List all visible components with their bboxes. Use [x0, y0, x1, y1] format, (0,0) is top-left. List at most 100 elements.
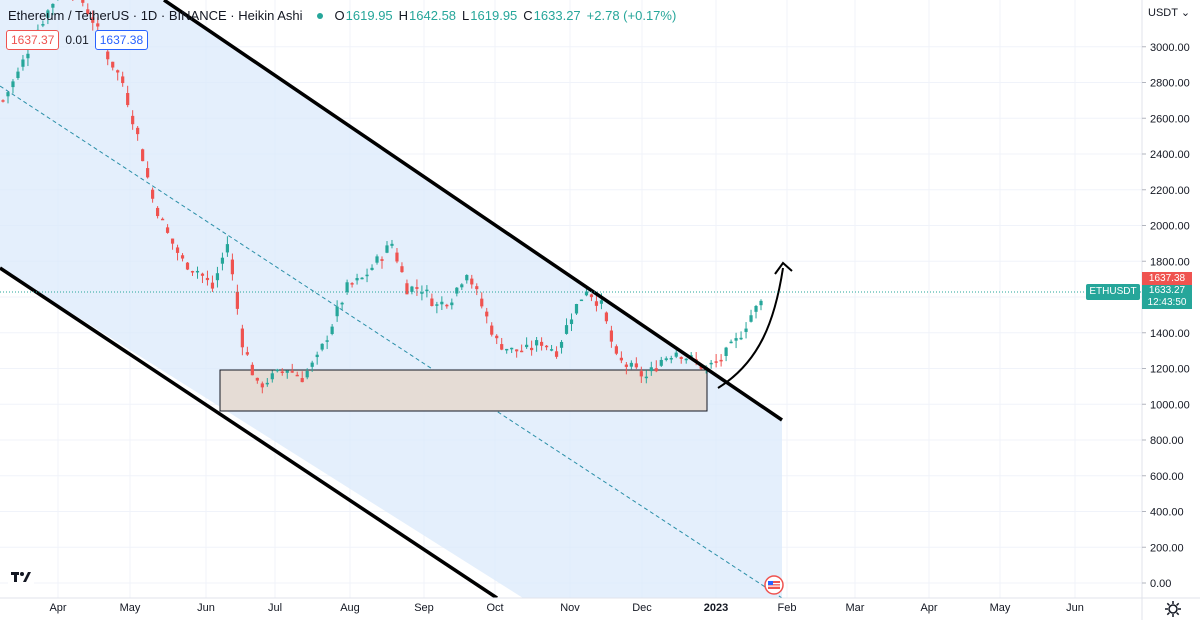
candle-body[interactable]	[96, 23, 100, 27]
candle-body[interactable]	[539, 341, 544, 346]
candle-body[interactable]	[455, 287, 459, 294]
candle-body[interactable]	[270, 373, 274, 380]
candle-body[interactable]	[260, 383, 264, 388]
candle-body[interactable]	[395, 252, 399, 262]
candle-body[interactable]	[584, 291, 589, 296]
candle-body[interactable]	[141, 149, 145, 162]
candle-body[interactable]	[111, 61, 115, 68]
candle-body[interactable]	[6, 92, 10, 97]
candle-body[interactable]	[505, 348, 509, 351]
candle-body[interactable]	[470, 278, 474, 285]
candle-body[interactable]	[475, 286, 479, 290]
candle-body[interactable]	[295, 374, 299, 377]
candle-body[interactable]	[724, 347, 728, 357]
candle-body[interactable]	[380, 259, 384, 261]
candle-body[interactable]	[450, 302, 454, 306]
channel-upper-line[interactable]	[163, 0, 783, 422]
candle-body[interactable]	[250, 364, 254, 376]
candle-body[interactable]	[634, 363, 638, 368]
candle-body[interactable]	[116, 70, 120, 73]
candle-body[interactable]	[26, 53, 30, 59]
candle-body[interactable]	[669, 358, 673, 360]
candle-body[interactable]	[126, 93, 130, 106]
candle-body[interactable]	[360, 277, 364, 280]
candle-body[interactable]	[440, 301, 444, 305]
candle-body[interactable]	[759, 300, 763, 306]
candle-body[interactable]	[1, 100, 5, 102]
tradingview-logo-icon[interactable]	[8, 566, 34, 588]
candle-body[interactable]	[200, 273, 205, 276]
candle-body[interactable]	[544, 345, 549, 348]
candle-body[interactable]	[400, 266, 404, 273]
candle-body[interactable]	[604, 312, 609, 322]
candle-body[interactable]	[160, 218, 165, 221]
candle-body[interactable]	[121, 76, 125, 84]
price-axis[interactable]: 0.00 200.00 400.00 600.00 800.00 1000.00 1200.…	[1142, 42, 1190, 590]
candle-body[interactable]	[569, 319, 574, 325]
settings-gear-icon[interactable]	[1164, 600, 1182, 618]
candle-body[interactable]	[91, 17, 95, 23]
candle-body[interactable]	[465, 275, 469, 281]
candle-body[interactable]	[714, 361, 718, 363]
candle-body[interactable]	[624, 364, 628, 367]
candle-body[interactable]	[195, 270, 200, 273]
candle-body[interactable]	[659, 359, 663, 366]
candle-body[interactable]	[390, 243, 394, 246]
candle-body[interactable]	[599, 300, 604, 304]
candle-body[interactable]	[11, 81, 15, 88]
candle-body[interactable]	[46, 10, 50, 18]
candle-body[interactable]	[345, 282, 349, 293]
candle-body[interactable]	[131, 115, 135, 125]
time-axis[interactable]: Apr May Jun Jul Aug Sep Oct Nov Dec 2023 Feb Mar Apr…	[49, 602, 1083, 614]
symbol-title[interactable]: Ethereum / TetherUS · 1D · BINANCE · Hei…	[8, 8, 303, 23]
candle-body[interactable]	[739, 337, 743, 340]
candle-body[interactable]	[190, 271, 195, 273]
candle-body[interactable]	[654, 368, 658, 372]
candle-body[interactable]	[729, 341, 733, 344]
candle-body[interactable]	[146, 168, 150, 178]
currency-selector[interactable]: USDT ⌄	[1148, 6, 1190, 19]
candle-body[interactable]	[51, 3, 55, 8]
candle-body[interactable]	[185, 262, 190, 270]
candle-body[interactable]	[300, 378, 304, 383]
candle-body[interactable]	[664, 358, 668, 361]
candle-body[interactable]	[355, 278, 359, 281]
candle-body[interactable]	[210, 282, 215, 289]
candle-body[interactable]	[549, 349, 554, 351]
channel-lower-line[interactable]	[0, 266, 498, 598]
candle-body[interactable]	[564, 325, 569, 334]
candle-body[interactable]	[574, 304, 579, 314]
candle-body[interactable]	[619, 357, 623, 361]
candle-body[interactable]	[225, 244, 230, 253]
candle-body[interactable]	[535, 340, 539, 346]
candle-body[interactable]	[689, 355, 693, 357]
candle-body[interactable]	[81, 0, 85, 3]
candle-body[interactable]	[305, 371, 309, 378]
candle-body[interactable]	[170, 238, 175, 244]
candle-body[interactable]	[445, 304, 449, 307]
candle-body[interactable]	[490, 325, 494, 335]
candle-body[interactable]	[155, 207, 160, 217]
candle-body[interactable]	[744, 328, 748, 332]
candle-body[interactable]	[151, 189, 155, 199]
candle-body[interactable]	[515, 349, 519, 352]
candle-body[interactable]	[495, 335, 499, 339]
candle-body[interactable]	[644, 376, 648, 379]
candle-body[interactable]	[325, 340, 329, 342]
candle-body[interactable]	[520, 350, 524, 353]
candle-body[interactable]	[320, 343, 324, 350]
candle-body[interactable]	[136, 127, 140, 135]
candle-body[interactable]	[275, 369, 279, 372]
us-flag-icon[interactable]	[764, 575, 784, 595]
candle-body[interactable]	[205, 277, 210, 281]
candle-body[interactable]	[530, 347, 534, 351]
candle-body[interactable]	[649, 367, 653, 372]
candle-body[interactable]	[460, 284, 464, 288]
candle-body[interactable]	[554, 351, 559, 357]
candle-body[interactable]	[674, 352, 678, 357]
candle-body[interactable]	[315, 354, 319, 358]
candle-body[interactable]	[175, 247, 180, 253]
candle-body[interactable]	[525, 344, 529, 348]
candle-body[interactable]	[639, 371, 643, 377]
